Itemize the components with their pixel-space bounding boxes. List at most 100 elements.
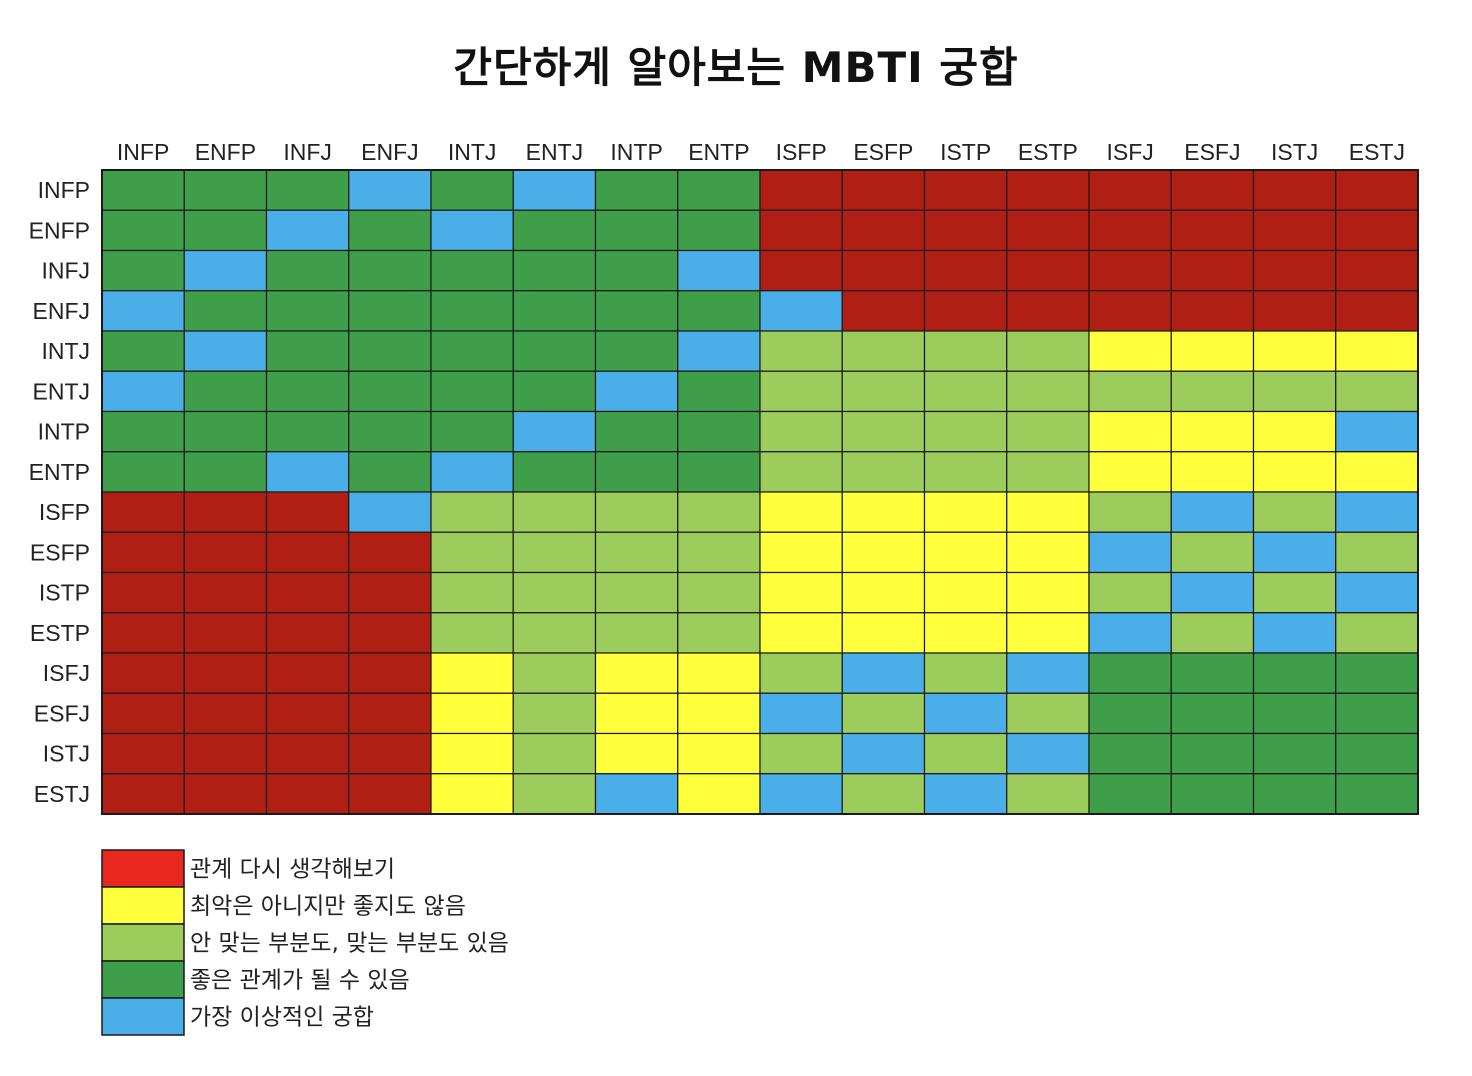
heatmap-cell <box>759 491 843 533</box>
heatmap-cell <box>1170 571 1255 614</box>
heatmap-cell <box>594 451 679 493</box>
heatmap-cell <box>101 209 185 252</box>
heatmap-cell <box>101 531 185 574</box>
heatmap-cell <box>101 410 185 453</box>
heatmap-cell <box>430 330 514 372</box>
heatmap-cell <box>430 773 514 815</box>
x-tick-label: ISFJ <box>1106 139 1153 165</box>
legend-label: 최악은 아니지만 좋지도 않음 <box>190 894 466 920</box>
heatmap-cell <box>594 410 679 453</box>
heatmap-cell <box>1335 652 1419 694</box>
x-tick-label: ESTP <box>1018 139 1078 165</box>
heatmap-cell <box>1088 531 1172 574</box>
heatmap-cell <box>183 209 268 252</box>
heatmap-cell <box>841 692 926 735</box>
heatmap-cell <box>1170 410 1255 453</box>
heatmap-cell <box>594 571 679 614</box>
x-tick-label: ISFP <box>776 139 827 165</box>
legend-label: 가장 이상적인 궁합 <box>190 1005 374 1031</box>
legend-swatch <box>101 923 185 962</box>
legend-label: 관계 다시 생각해보기 <box>190 857 395 883</box>
heatmap-cell <box>594 491 679 533</box>
heatmap-cell <box>1170 249 1255 292</box>
heatmap-cell <box>430 571 514 614</box>
heatmap-cell <box>348 330 432 372</box>
heatmap-cell <box>1335 169 1419 211</box>
heatmap-cell <box>1088 290 1172 332</box>
heatmap-cell <box>759 652 843 694</box>
heatmap-cell <box>841 249 926 292</box>
heatmap-cell <box>677 209 761 252</box>
y-tick-label: ESFJ <box>34 700 90 726</box>
heatmap-cell <box>759 330 843 372</box>
heatmap-cell <box>923 612 1008 654</box>
x-tick-label: ENTP <box>688 139 749 165</box>
heatmap-cell <box>265 612 350 654</box>
heatmap-cell <box>1170 491 1255 533</box>
heatmap-cell <box>1088 612 1172 654</box>
heatmap-cell <box>759 531 843 574</box>
heatmap-cell <box>1006 370 1090 413</box>
heatmap-cell <box>1335 290 1419 332</box>
heatmap-cell <box>923 531 1008 574</box>
heatmap-cell <box>1170 209 1255 252</box>
heatmap-cell <box>1088 330 1172 372</box>
heatmap-cell <box>594 249 679 292</box>
heatmap-cell <box>183 773 268 815</box>
heatmap-cell <box>430 491 514 533</box>
x-tick-label: ESFJ <box>1184 139 1240 165</box>
heatmap-cell <box>512 330 597 372</box>
heatmap-cell <box>1006 732 1090 775</box>
heatmap-cell <box>101 290 185 332</box>
heatmap-cell <box>1252 491 1337 533</box>
heatmap-cell <box>265 249 350 292</box>
heatmap-cell <box>1088 249 1172 292</box>
heatmap-cell <box>759 290 843 332</box>
heatmap-cell <box>1170 732 1255 775</box>
heatmap-cell <box>923 732 1008 775</box>
y-tick-label: ISTP <box>39 580 90 606</box>
x-tick-label: INTJ <box>448 139 497 165</box>
heatmap-cells <box>101 169 1419 815</box>
y-tick-label: INFP <box>38 177 90 203</box>
heatmap-cell <box>594 370 679 413</box>
x-tick-label: INFJ <box>283 139 332 165</box>
heatmap-cell <box>265 290 350 332</box>
x-tick-label: ISTJ <box>1271 139 1318 165</box>
heatmap-cell <box>512 290 597 332</box>
heatmap-cell <box>759 249 843 292</box>
legend-label: 안 맞는 부분도, 맞는 부분도 있음 <box>190 931 509 957</box>
heatmap-border <box>101 169 1419 815</box>
heatmap-cell <box>265 370 350 413</box>
x-axis-tick-labels: INFP ENFP INFJ ENFJ INTJ ENTJ INTP ENTP ISFP ESFP… <box>117 139 1405 165</box>
heatmap-cell <box>265 571 350 614</box>
heatmap-cell <box>430 451 514 493</box>
heatmap-cell <box>512 370 597 413</box>
heatmap-cell <box>1335 451 1419 493</box>
heatmap-cell <box>512 571 597 614</box>
heatmap-cell <box>1006 612 1090 654</box>
heatmap-cell <box>841 370 926 413</box>
heatmap-cell <box>677 290 761 332</box>
heatmap-cell <box>348 209 432 252</box>
heatmap-cell <box>1170 290 1255 332</box>
heatmap-cell <box>923 692 1008 735</box>
heatmap-cell <box>348 491 432 533</box>
heatmap-cell <box>1252 571 1337 614</box>
heatmap-cell <box>677 652 761 694</box>
heatmap-cell <box>265 692 350 735</box>
heatmap-cell <box>348 732 432 775</box>
x-tick-label: ISTP <box>940 139 991 165</box>
heatmap-cell <box>512 451 597 493</box>
chart-title: 간단하게 알아보는 MBTI 궁합 <box>453 43 1019 92</box>
heatmap-cell <box>841 451 926 493</box>
heatmap-cell <box>183 410 268 453</box>
heatmap-cell <box>759 169 843 211</box>
heatmap-cell <box>265 410 350 453</box>
heatmap-cell <box>183 451 268 493</box>
heatmap-cell <box>183 491 268 533</box>
heatmap-cell <box>101 370 185 413</box>
heatmap-cell <box>1335 209 1419 252</box>
y-tick-label: ISTJ <box>43 741 90 767</box>
heatmap-cell <box>183 652 268 694</box>
